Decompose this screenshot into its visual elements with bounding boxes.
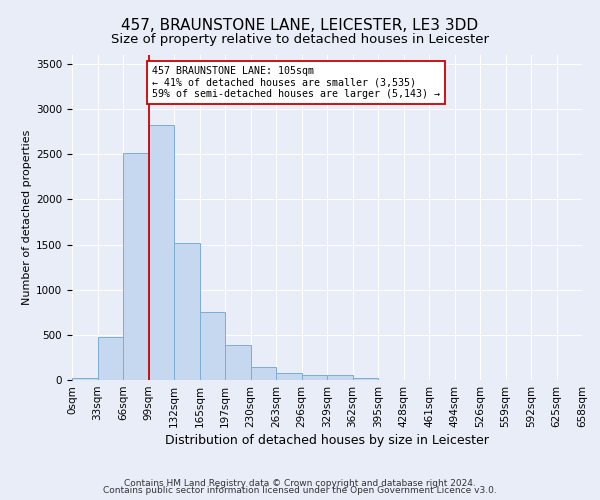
Text: 457 BRAUNSTONE LANE: 105sqm
← 41% of detached houses are smaller (3,535)
59% of : 457 BRAUNSTONE LANE: 105sqm ← 41% of det…: [152, 66, 440, 99]
Bar: [225, 345, 251, 380]
Bar: [123, 154, 149, 380]
Text: Contains public sector information licensed under the Open Government Licence v3: Contains public sector information licen…: [103, 486, 497, 495]
Bar: [353, 378, 378, 380]
Text: Size of property relative to detached houses in Leicester: Size of property relative to detached ho…: [111, 32, 489, 46]
Text: Contains HM Land Registry data © Crown copyright and database right 2024.: Contains HM Land Registry data © Crown c…: [124, 478, 476, 488]
Bar: [302, 375, 327, 380]
Bar: [174, 243, 199, 380]
Y-axis label: Number of detached properties: Number of detached properties: [22, 130, 32, 305]
Bar: [149, 126, 174, 380]
Bar: [97, 336, 123, 380]
Bar: [251, 367, 276, 380]
Bar: [72, 378, 97, 380]
Text: 457, BRAUNSTONE LANE, LEICESTER, LE3 3DD: 457, BRAUNSTONE LANE, LEICESTER, LE3 3DD: [121, 18, 479, 32]
X-axis label: Distribution of detached houses by size in Leicester: Distribution of detached houses by size …: [165, 434, 489, 447]
Bar: [327, 375, 353, 380]
Bar: [199, 312, 225, 380]
Bar: [276, 373, 302, 380]
